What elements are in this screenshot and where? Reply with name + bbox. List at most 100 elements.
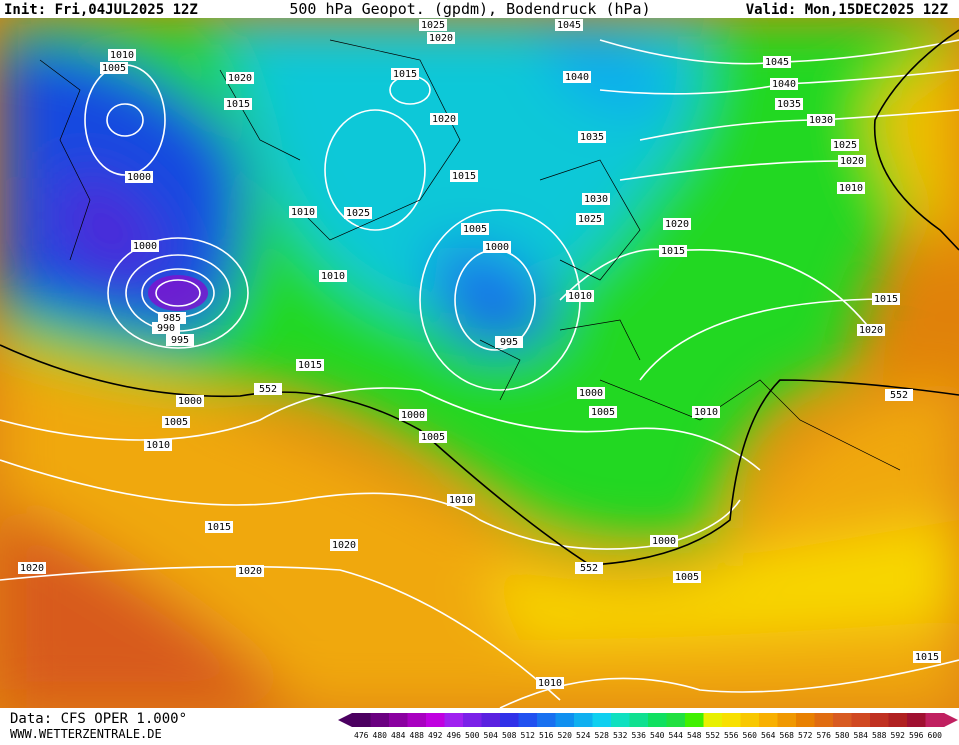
isobar-label: 1045 xyxy=(557,20,581,31)
isobar-label: 1010 xyxy=(538,678,562,689)
isobar-label-bg xyxy=(419,19,447,31)
isobar-label: 1020 xyxy=(228,73,252,84)
isobar-label-bg xyxy=(296,359,324,371)
colorbar-cell xyxy=(463,713,482,727)
isobar-label: 1010 xyxy=(568,291,592,302)
isobar-label: 1020 xyxy=(859,325,883,336)
colorbar-label: 488 xyxy=(410,731,425,740)
colorbar-label: 504 xyxy=(484,731,499,740)
isobar-label: 1015 xyxy=(874,294,898,305)
isobar-label: 1030 xyxy=(809,115,833,126)
colorbar-label: 524 xyxy=(576,731,591,740)
isobar-label-bg xyxy=(100,62,128,74)
isobar-label: 1035 xyxy=(777,99,801,110)
isobar-label-bg xyxy=(775,98,803,110)
isobar-label: 1015 xyxy=(452,171,476,182)
colorbar-label: 484 xyxy=(391,731,406,740)
colorbar-cell xyxy=(814,713,834,727)
colorbar-label: 544 xyxy=(669,731,684,740)
isobar-label-bg xyxy=(391,68,419,80)
isobar-label-bg xyxy=(566,290,594,302)
colorbar-label: 588 xyxy=(872,731,887,740)
isobar-label: 1000 xyxy=(579,388,603,399)
isobar-label: 1015 xyxy=(298,360,322,371)
isobar-label-bg xyxy=(108,49,136,61)
isobar-label: 1015 xyxy=(226,99,250,110)
isobar-label-bg xyxy=(447,494,475,506)
isobar-label-bg xyxy=(226,72,254,84)
isobar-label: 1025 xyxy=(421,20,445,31)
colorbar-cell xyxy=(685,713,704,727)
colorbar-cell xyxy=(703,713,723,727)
isobar-label: 1020 xyxy=(840,156,864,167)
isobar-label-bg xyxy=(450,170,478,182)
colorbar-label: 512 xyxy=(521,731,536,740)
isobar-label: 552 xyxy=(259,384,277,395)
isobar-labels: 1025 1020 1045 1010 1005 1020 1015 1040 1045 1040… xyxy=(18,19,941,689)
isobar-label-bg xyxy=(162,416,190,428)
colorbar-label: 548 xyxy=(687,731,702,740)
isobar-label-bg xyxy=(176,395,204,407)
colorbar-cell xyxy=(796,713,815,727)
isobar-label-bg xyxy=(663,218,691,230)
colorbar-cell xyxy=(426,713,445,727)
colorbar-label: 500 xyxy=(465,731,480,740)
isobar-label-bg xyxy=(152,322,180,334)
valid-time: Valid: Mon,15DEC2025 12Z xyxy=(746,2,948,18)
isobar-label: 1005 xyxy=(463,224,487,235)
isobar-label: 1030 xyxy=(584,194,608,205)
isobar-label: 1000 xyxy=(401,410,425,421)
isobar-label: 1010 xyxy=(449,495,473,506)
isobar-label: 1020 xyxy=(665,219,689,230)
isobar-label-bg xyxy=(555,19,583,31)
colorbar-label: 552 xyxy=(706,731,721,740)
isobar-label: 1045 xyxy=(765,57,789,68)
isobar-label: 1005 xyxy=(164,417,188,428)
isobar-label-bg xyxy=(807,114,835,126)
isobar-label-bg xyxy=(913,651,941,663)
colorbar-label: 492 xyxy=(428,731,443,740)
colorbar-cell xyxy=(629,713,649,727)
isobar-label: 1025 xyxy=(578,214,602,225)
colorbar-label: 528 xyxy=(595,731,610,740)
colorbar-cell xyxy=(851,713,871,727)
colorbar-cell xyxy=(740,713,760,727)
colorbar-cell xyxy=(925,713,945,727)
isobar-label-bg xyxy=(495,336,523,348)
colorbar-cell xyxy=(574,713,593,727)
isobar-label: 1010 xyxy=(839,183,863,194)
colorbar-cell xyxy=(648,713,667,727)
colorbar-cell xyxy=(759,713,778,727)
isobar-label-bg xyxy=(589,406,617,418)
colorbar-cell xyxy=(444,713,464,727)
isobar-label-bg xyxy=(563,71,591,83)
isobar-label: 1040 xyxy=(565,72,589,83)
isobar-label-bg xyxy=(872,293,900,305)
colorbar-label: 580 xyxy=(835,731,850,740)
isobar-label: 1015 xyxy=(393,69,417,80)
isobar-label-bg xyxy=(483,241,511,253)
colorbar-cell xyxy=(870,713,889,727)
isobar-label: 1010 xyxy=(110,50,134,61)
isobar-label-bg xyxy=(659,245,687,257)
colorbar-label: 532 xyxy=(613,731,628,740)
colorbar-label: 568 xyxy=(780,731,795,740)
isobar-label-bg xyxy=(18,562,46,574)
colorbar-arrow-left xyxy=(338,713,352,727)
isobar-label-bg xyxy=(166,334,194,346)
isobar-label-bg xyxy=(576,213,604,225)
isobar-label: 1020 xyxy=(238,566,262,577)
isobar-label-bg xyxy=(885,389,913,401)
colorbar-cell xyxy=(722,713,741,727)
isobar-label-bg xyxy=(770,78,798,90)
isobar-label: 1010 xyxy=(321,271,345,282)
website: WWW.WETTERZENTRALE.DE xyxy=(10,727,162,741)
colorbar-cell xyxy=(666,713,686,727)
isobar-label: 1010 xyxy=(291,207,315,218)
colorbar-cell xyxy=(352,713,371,727)
colorbar-label: 576 xyxy=(817,731,832,740)
colorbar-cell xyxy=(370,713,390,727)
header-bar xyxy=(0,0,959,18)
colorbar-label: 564 xyxy=(761,731,776,740)
